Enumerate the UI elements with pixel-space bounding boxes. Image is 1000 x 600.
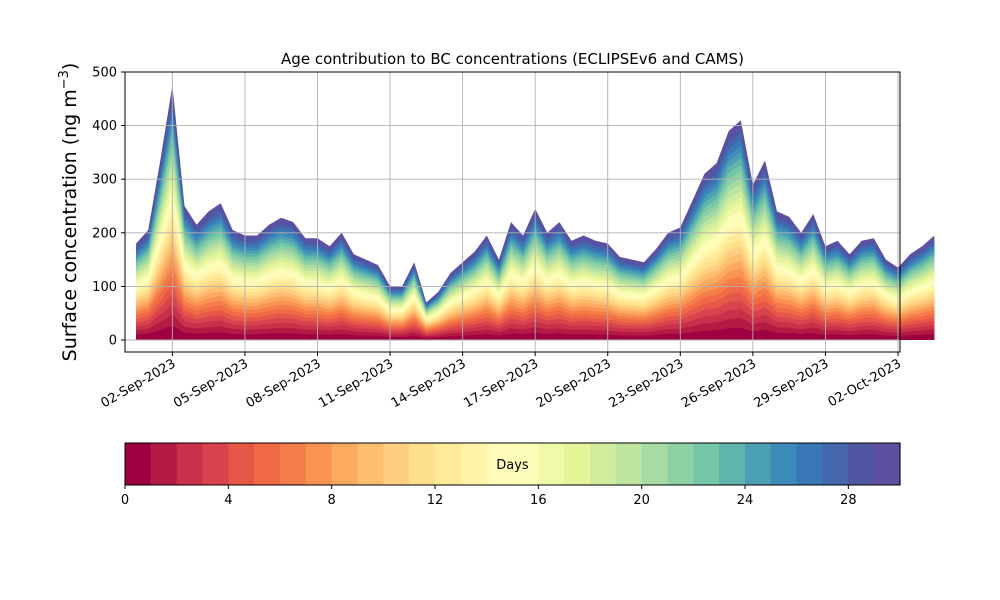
colorbar-cell (280, 443, 307, 485)
colorbar-tick-label: 20 (633, 493, 650, 508)
y-tick-label: 0 (109, 334, 117, 349)
colorbar-cell (202, 443, 229, 485)
y-tick-label: 200 (92, 226, 117, 241)
x-tick-label: 05-Sep-2023 (171, 356, 251, 411)
y-tick-label: 300 (92, 173, 117, 188)
colorbar-cell (874, 443, 901, 485)
colorbar-cell (615, 443, 643, 485)
y-axis-label-superscript: −3 (57, 70, 72, 89)
x-tick-label: 02-Sep-2023 (99, 356, 179, 411)
colorbar-cell (512, 443, 539, 485)
plot-frame (124, 71, 901, 353)
colorbar-tick-label: 0 (121, 493, 129, 508)
colorbar-label: Days (496, 458, 529, 473)
colorbar-tick-label: 4 (224, 493, 232, 508)
colorbar-cell (331, 443, 359, 485)
x-tick-label: 14-Sep-2023 (389, 356, 469, 411)
colorbar-cell (383, 443, 410, 485)
colorbar-cell (796, 443, 824, 485)
x-tick-label: 20-Sep-2023 (534, 356, 614, 411)
colorbar: Days 0 4 8 12 16 20 24 28 (121, 442, 901, 508)
y-tick-label: 100 (92, 280, 117, 295)
colorbar-cell (460, 443, 488, 485)
colorbar-cell (719, 443, 746, 485)
colorbar-cell (176, 443, 204, 485)
colorbar-cell (770, 443, 798, 485)
x-tick-label: 02-Oct-2023 (826, 356, 904, 410)
x-tick-label: 26-Sep-2023 (679, 356, 759, 411)
y-axis-label: Surface concentration (ng m−3) (57, 63, 81, 362)
colorbar-cell (667, 443, 694, 485)
y-axis-label-close: ) (59, 63, 81, 70)
colorbar-cell (745, 443, 772, 485)
colorbar-cell (693, 443, 720, 485)
colorbar-cell (409, 443, 436, 485)
colorbar-cell (305, 443, 333, 485)
colorbar-tick-label: 12 (427, 493, 444, 508)
colorbar-tick-label: 28 (840, 493, 857, 508)
colorbar-cell (125, 443, 152, 485)
x-tick-label: 17-Sep-2023 (461, 356, 541, 411)
colorbar-tick-label: 24 (737, 493, 754, 508)
x-tick-label: 08-Sep-2023 (244, 356, 324, 411)
colorbar-cell (564, 443, 591, 485)
colorbar-cell (641, 443, 669, 485)
colorbar-cell (848, 443, 875, 485)
grid-lines (125, 71, 900, 352)
colorbar-tick-label: 8 (328, 493, 336, 508)
colorbar-cell (357, 443, 384, 485)
colorbar-frame (124, 442, 901, 486)
colorbar-ticks: 0 4 8 12 16 20 24 28 (121, 485, 857, 508)
x-axis: 02-Sep-202305-Sep-202308-Sep-202311-Sep-… (99, 352, 904, 411)
colorbar-cell (590, 443, 617, 485)
y-axis-label-main: Surface concentration (ng m (59, 89, 81, 361)
colorbar-tick-label: 16 (530, 493, 547, 508)
chart-title: Age contribution to BC concentrations (E… (281, 50, 744, 68)
x-tick-label: 11-Sep-2023 (316, 356, 396, 411)
colorbar-cell (150, 443, 178, 485)
colorbar-cell (538, 443, 565, 485)
y-tick-label: 500 (92, 66, 117, 81)
colorbar-cells (125, 443, 901, 485)
x-tick-label: 23-Sep-2023 (606, 356, 686, 411)
colorbar-cell (254, 443, 281, 485)
y-axis: 0 100 200 300 400 500 (92, 66, 125, 349)
y-tick-label: 400 (92, 119, 117, 134)
x-tick-label: 29-Sep-2023 (752, 356, 832, 411)
colorbar-cell (228, 443, 255, 485)
colorbar-cell (822, 443, 849, 485)
colorbar-cell (486, 443, 514, 485)
colorbar-cell (435, 443, 462, 485)
